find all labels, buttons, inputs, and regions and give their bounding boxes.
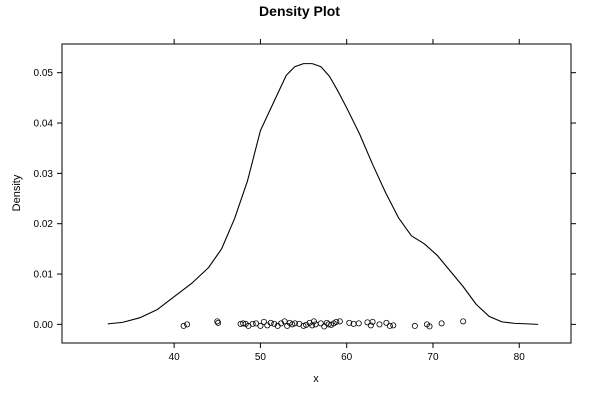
- x-tick-label: 50: [255, 352, 267, 363]
- data-point: [271, 320, 278, 327]
- data-points-layer: [180, 318, 467, 330]
- data-point: [383, 319, 390, 326]
- x-axis-label: x: [313, 373, 319, 385]
- y-tick-label: 0.01: [34, 270, 54, 281]
- x-tick-label: 80: [514, 352, 526, 363]
- y-tick-label: 0.00: [34, 320, 54, 331]
- data-point: [390, 322, 397, 329]
- data-point: [303, 321, 310, 328]
- data-point: [260, 318, 267, 325]
- data-point: [438, 320, 445, 327]
- y-tick-label: 0.05: [34, 68, 54, 79]
- data-point: [214, 318, 221, 325]
- chart-title: Density Plot: [259, 3, 340, 19]
- x-tick-label: 70: [427, 352, 439, 363]
- data-point: [300, 322, 307, 329]
- data-point: [253, 320, 260, 327]
- data-point: [336, 318, 343, 325]
- plot-panel-frame: [61, 43, 572, 344]
- data-point: [317, 320, 324, 327]
- axis-ticks: 40 50 60 70 80 0.00 0.01 0.02 0.03 0.04 0.05: [34, 39, 576, 363]
- data-point: [460, 318, 467, 325]
- density-curve-line: [107, 63, 539, 325]
- data-point: [426, 323, 433, 330]
- y-tick-label: 0.03: [34, 169, 54, 180]
- data-point: [310, 318, 317, 325]
- y-tick-label: 0.04: [34, 119, 54, 130]
- data-point: [249, 320, 256, 327]
- data-point: [364, 319, 371, 326]
- data-point: [215, 319, 222, 326]
- data-point: [291, 320, 298, 327]
- data-point: [376, 321, 383, 328]
- data-point: [267, 319, 274, 326]
- data-point: [355, 320, 362, 327]
- x-tick-label: 60: [341, 352, 353, 363]
- data-point: [180, 322, 187, 329]
- y-axis-label: Density: [11, 174, 23, 211]
- data-point: [184, 321, 191, 328]
- density-curve-layer: [107, 63, 539, 325]
- data-point: [257, 322, 264, 329]
- x-tick-label: 40: [169, 352, 181, 363]
- data-point: [309, 322, 316, 329]
- y-tick-label: 0.02: [34, 219, 54, 230]
- data-point: [278, 320, 285, 327]
- data-point: [369, 318, 376, 325]
- data-point: [346, 319, 353, 326]
- data-point: [289, 321, 296, 328]
- data-point: [333, 318, 340, 325]
- data-point: [312, 321, 319, 328]
- data-point: [240, 320, 247, 327]
- data-point: [367, 322, 374, 329]
- data-point: [411, 322, 418, 329]
- data-point: [386, 322, 393, 329]
